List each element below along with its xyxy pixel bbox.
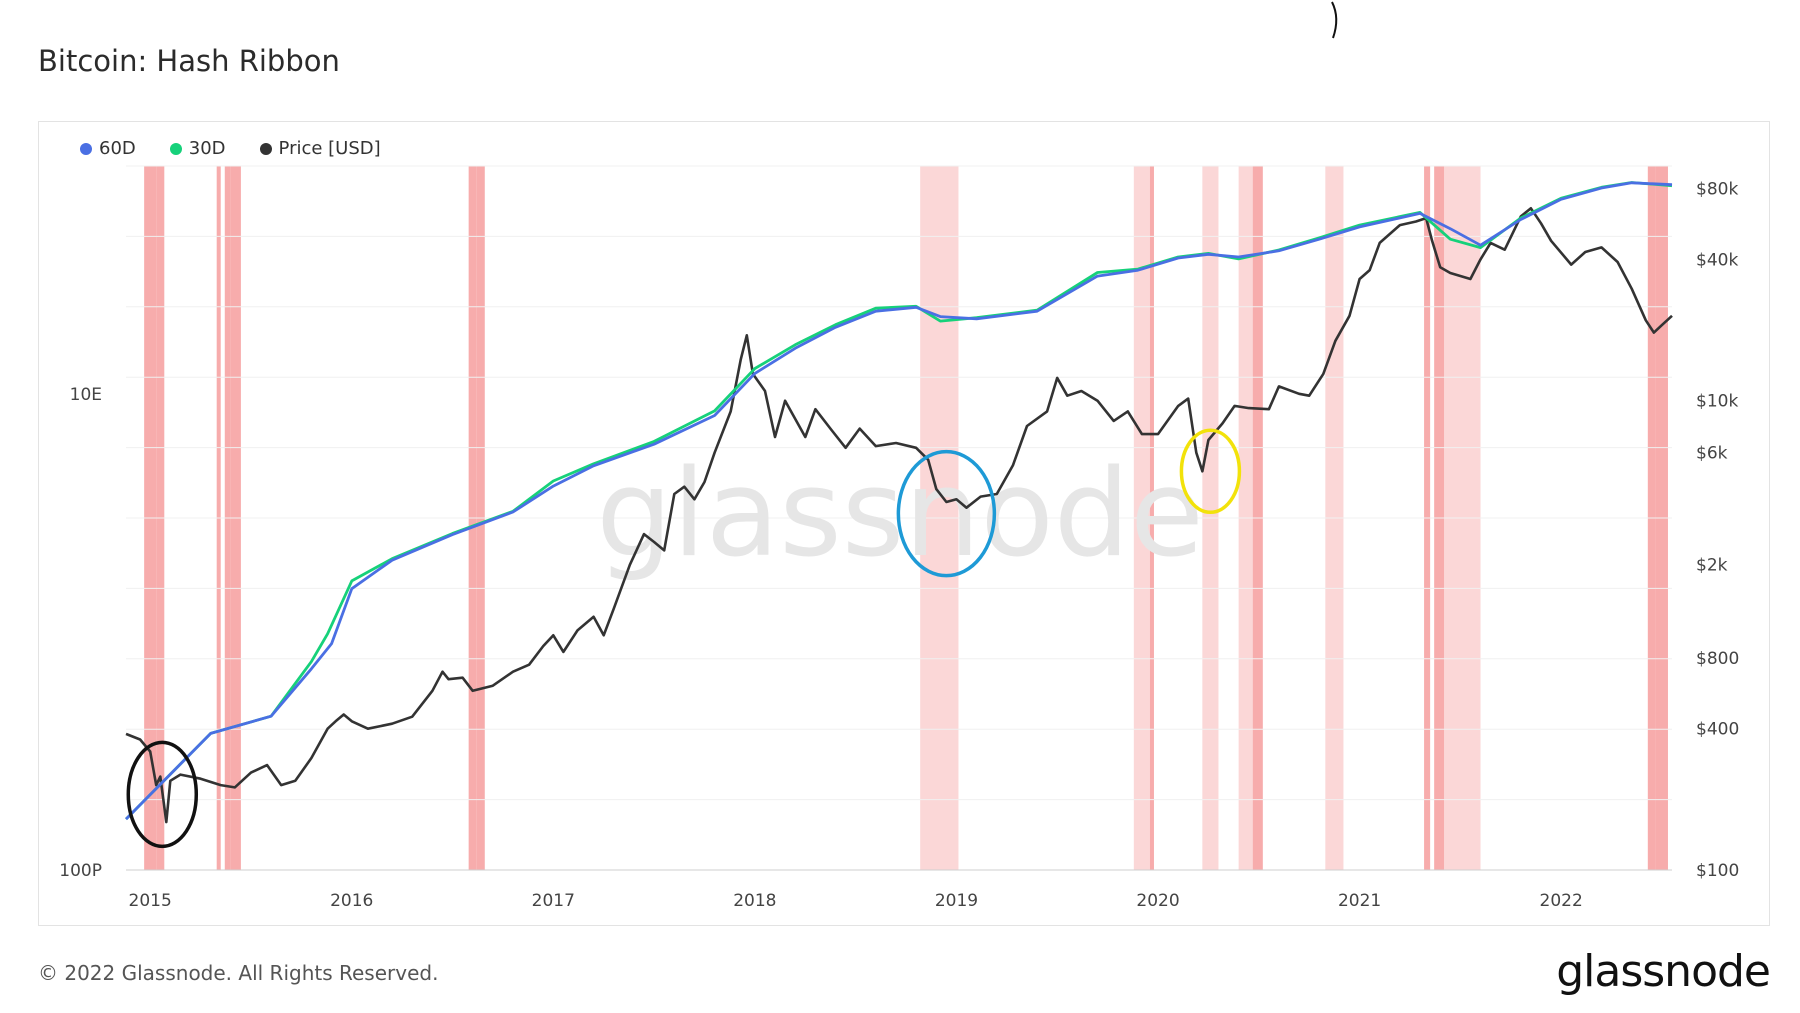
- x-tick-label: 2022: [1540, 891, 1583, 911]
- right-tick-label: $2k: [1696, 556, 1728, 576]
- annotation-ellipse: [126, 740, 199, 849]
- x-tick-label: 2017: [532, 891, 575, 911]
- right-tick-label: $80k: [1696, 180, 1738, 200]
- annotations: [126, 1, 1338, 849]
- axes: 2015 2016 2017 2018 2019 2020 2021 2022 $80k $40k…: [59, 180, 1739, 911]
- right-tick-label: $10k: [1696, 392, 1738, 412]
- legend-item-30d[interactable]: 30D: [169, 138, 226, 159]
- chart-title: Bitcoin: Hash Ribbon: [38, 44, 340, 78]
- legend-dot-30d: [169, 142, 182, 155]
- right-tick-label: $40k: [1696, 250, 1738, 270]
- legend-dot-60d: [80, 142, 92, 155]
- x-tick-label: 2016: [330, 891, 373, 911]
- stray-mark: [1331, 1, 1338, 39]
- x-tick-label: 2018: [733, 891, 776, 911]
- series-lines: [125, 181, 1673, 824]
- brand-logo: glassnode: [1556, 946, 1771, 997]
- left-tick-label: 100P: [59, 861, 102, 881]
- x-tick-label: 2020: [1136, 891, 1179, 911]
- legend-item-price[interactable]: Price [USD]: [259, 138, 381, 159]
- left-tick-label: 10E: [70, 385, 102, 405]
- right-tick-label: $6k: [1696, 444, 1728, 464]
- x-tick-label: 2015: [129, 891, 172, 911]
- 60d-line: [125, 181, 1673, 821]
- legend-label-60d: 60D: [99, 138, 136, 159]
- copyright-text: © 2022 Glassnode. All Rights Reserved.: [38, 961, 439, 985]
- chart-panel: [38, 121, 1770, 926]
- right-tick-label: $800: [1696, 649, 1739, 669]
- x-tick-label: 2019: [935, 891, 978, 911]
- annotation-ellipse: [896, 449, 997, 578]
- legend-label-price: Price [USD]: [278, 138, 381, 159]
- right-tick-label: $400: [1696, 720, 1739, 740]
- legend-label-30d: 30D: [188, 138, 226, 159]
- legend-dot-price: [259, 142, 272, 155]
- x-tick-label: 2021: [1338, 891, 1381, 911]
- legend: 60D 30D Price [USD]: [80, 138, 381, 159]
- right-tick-label: $100: [1696, 861, 1739, 881]
- legend-item-60d[interactable]: 60D: [80, 138, 136, 159]
- annotation-ellipse: [1179, 428, 1242, 515]
